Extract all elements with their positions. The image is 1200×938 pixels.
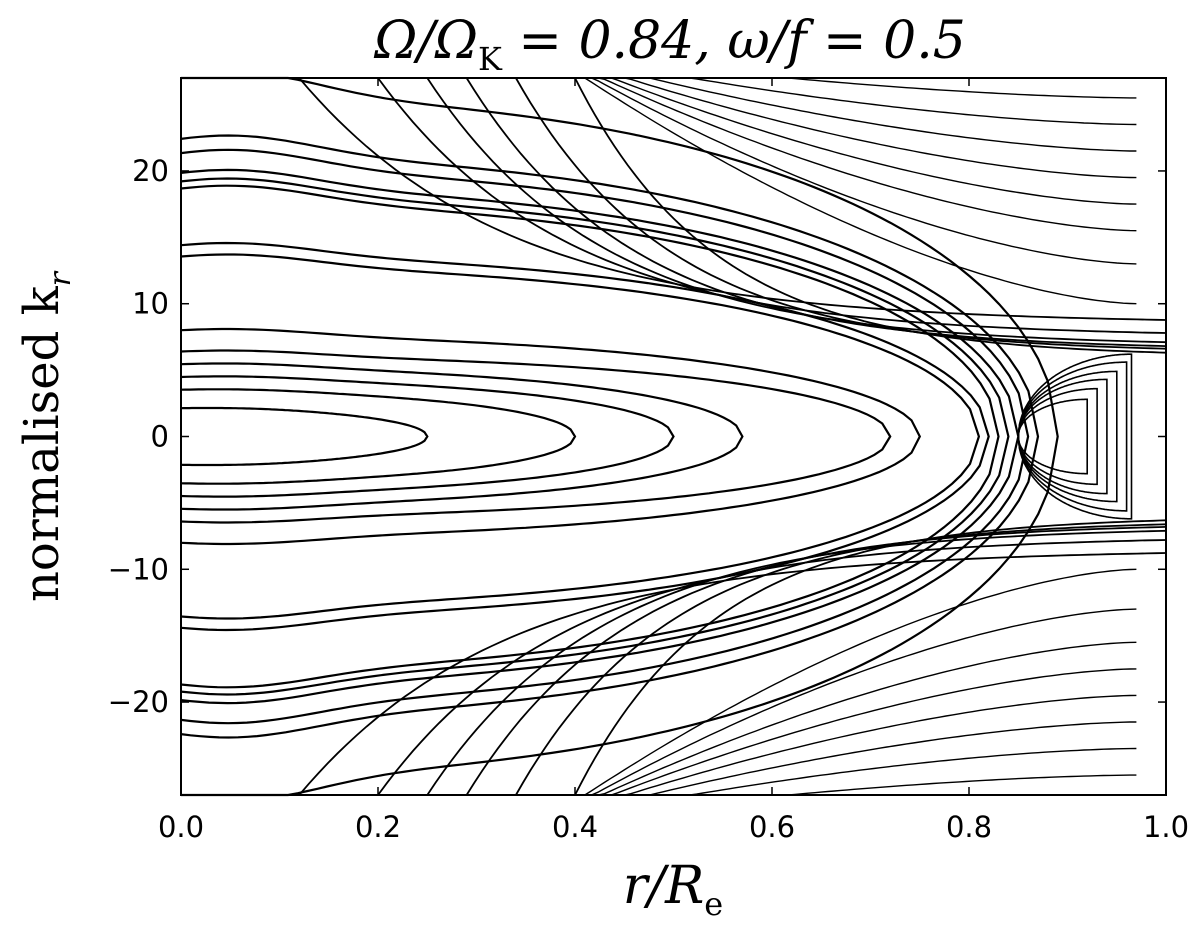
- trajectory-open-upper-27: [545, 77, 1137, 99]
- y-tick-label: 0: [151, 420, 169, 454]
- trajectory-open-upper-22: [545, 77, 1137, 232]
- y-tick-label: 10: [132, 287, 169, 321]
- trajectory-edge-upper-29: [377, 77, 1167, 334]
- x-tick-label: 0.2: [355, 810, 401, 844]
- trajectory-edge-lower-32: [515, 523, 1167, 796]
- y-axis-label-main: normalised k: [14, 285, 70, 602]
- y-axis-label-subscript: r: [43, 270, 78, 286]
- chart-title-main: Ω/Ω: [373, 11, 478, 71]
- trajectory-loop-17: [1017, 370, 1118, 503]
- trajectory-open-upper-23: [545, 77, 1137, 205]
- x-tick-label: 1.0: [1143, 810, 1189, 844]
- trajectory-edge-lower-28: [298, 552, 1167, 796]
- trajectory-line-4: [180, 349, 892, 524]
- trajectory-open-lower-22: [545, 641, 1137, 796]
- trajectory-open-upper-20: [545, 77, 1137, 305]
- trajectory-loop-14: [1017, 398, 1088, 475]
- trajectory-edge-lower-31: [465, 526, 1167, 796]
- trajectory-edge-upper-31: [465, 77, 1167, 347]
- y-tick-label: 20: [132, 154, 169, 188]
- chart-title-rest: = 0.84, ω/f = 0.5: [502, 11, 966, 71]
- trajectory-line-5: [180, 327, 922, 546]
- trajectory-loop-19: [1017, 353, 1133, 520]
- chart-title-subscript: K: [478, 40, 503, 78]
- trajectory-line-2: [180, 375, 675, 498]
- trajectory-edge-upper-28: [298, 77, 1167, 321]
- trajectory-line-11: [180, 148, 1030, 725]
- x-axis-label-subscript: e: [704, 885, 723, 923]
- x-tick-label: 0.8: [946, 810, 992, 844]
- plot-area: [180, 76, 1167, 797]
- trajectory-edge-lower-33: [574, 519, 1167, 796]
- trajectory-open-lower-27: [545, 774, 1137, 796]
- trajectory-edge-upper-33: [574, 77, 1167, 354]
- trajectory-open-lower-23: [545, 668, 1137, 796]
- trajectory-line-6: [180, 253, 981, 620]
- trajectory-line-0: [180, 406, 429, 467]
- trajectory-open-lower-21: [545, 608, 1137, 796]
- trajectory-edge-lower-29: [377, 539, 1167, 796]
- trajectory-open-upper-24: [545, 77, 1137, 179]
- y-axis-label: normalised kr: [14, 270, 78, 602]
- trajectory-curves: [180, 76, 1167, 797]
- trajectory-line-3: [180, 362, 744, 511]
- x-tick-labels: 0.0 0.2 0.4 0.6 0.8 1.0: [158, 810, 1189, 844]
- trajectory-line-1: [180, 388, 577, 485]
- trajectory-loop-15: [1017, 387, 1098, 486]
- trajectory-open-lower-20: [545, 568, 1137, 796]
- trajectory-loop-16: [1017, 378, 1108, 495]
- trajectory-line-12: [180, 134, 1040, 739]
- trajectory-line-9: [180, 177, 1010, 696]
- trajectory-loop-18: [1017, 361, 1128, 512]
- x-tick-label: 0.6: [749, 810, 795, 844]
- trajectory-line-8: [180, 184, 1000, 689]
- y-tick-labels: 20 10 0 −10 −20: [108, 154, 169, 719]
- x-axis-label-main: r/R: [623, 856, 705, 916]
- x-tick-label: 0.0: [158, 810, 204, 844]
- x-tick-label: 0.4: [552, 810, 598, 844]
- trajectory-edge-upper-32: [515, 77, 1167, 350]
- trajectory-open-lower-24: [545, 694, 1137, 796]
- axis-ticks: [180, 78, 1167, 795]
- trajectory-open-upper-21: [545, 77, 1137, 265]
- trajectory-line-13: [181, 76, 1059, 797]
- y-tick-label: −20: [108, 685, 169, 719]
- y-tick-label: −10: [108, 552, 169, 586]
- trajectory-line-7: [180, 241, 990, 632]
- chart-title: Ω/ΩK = 0.84, ω/f = 0.5: [373, 11, 966, 78]
- x-axis-label: r/Re: [623, 856, 723, 923]
